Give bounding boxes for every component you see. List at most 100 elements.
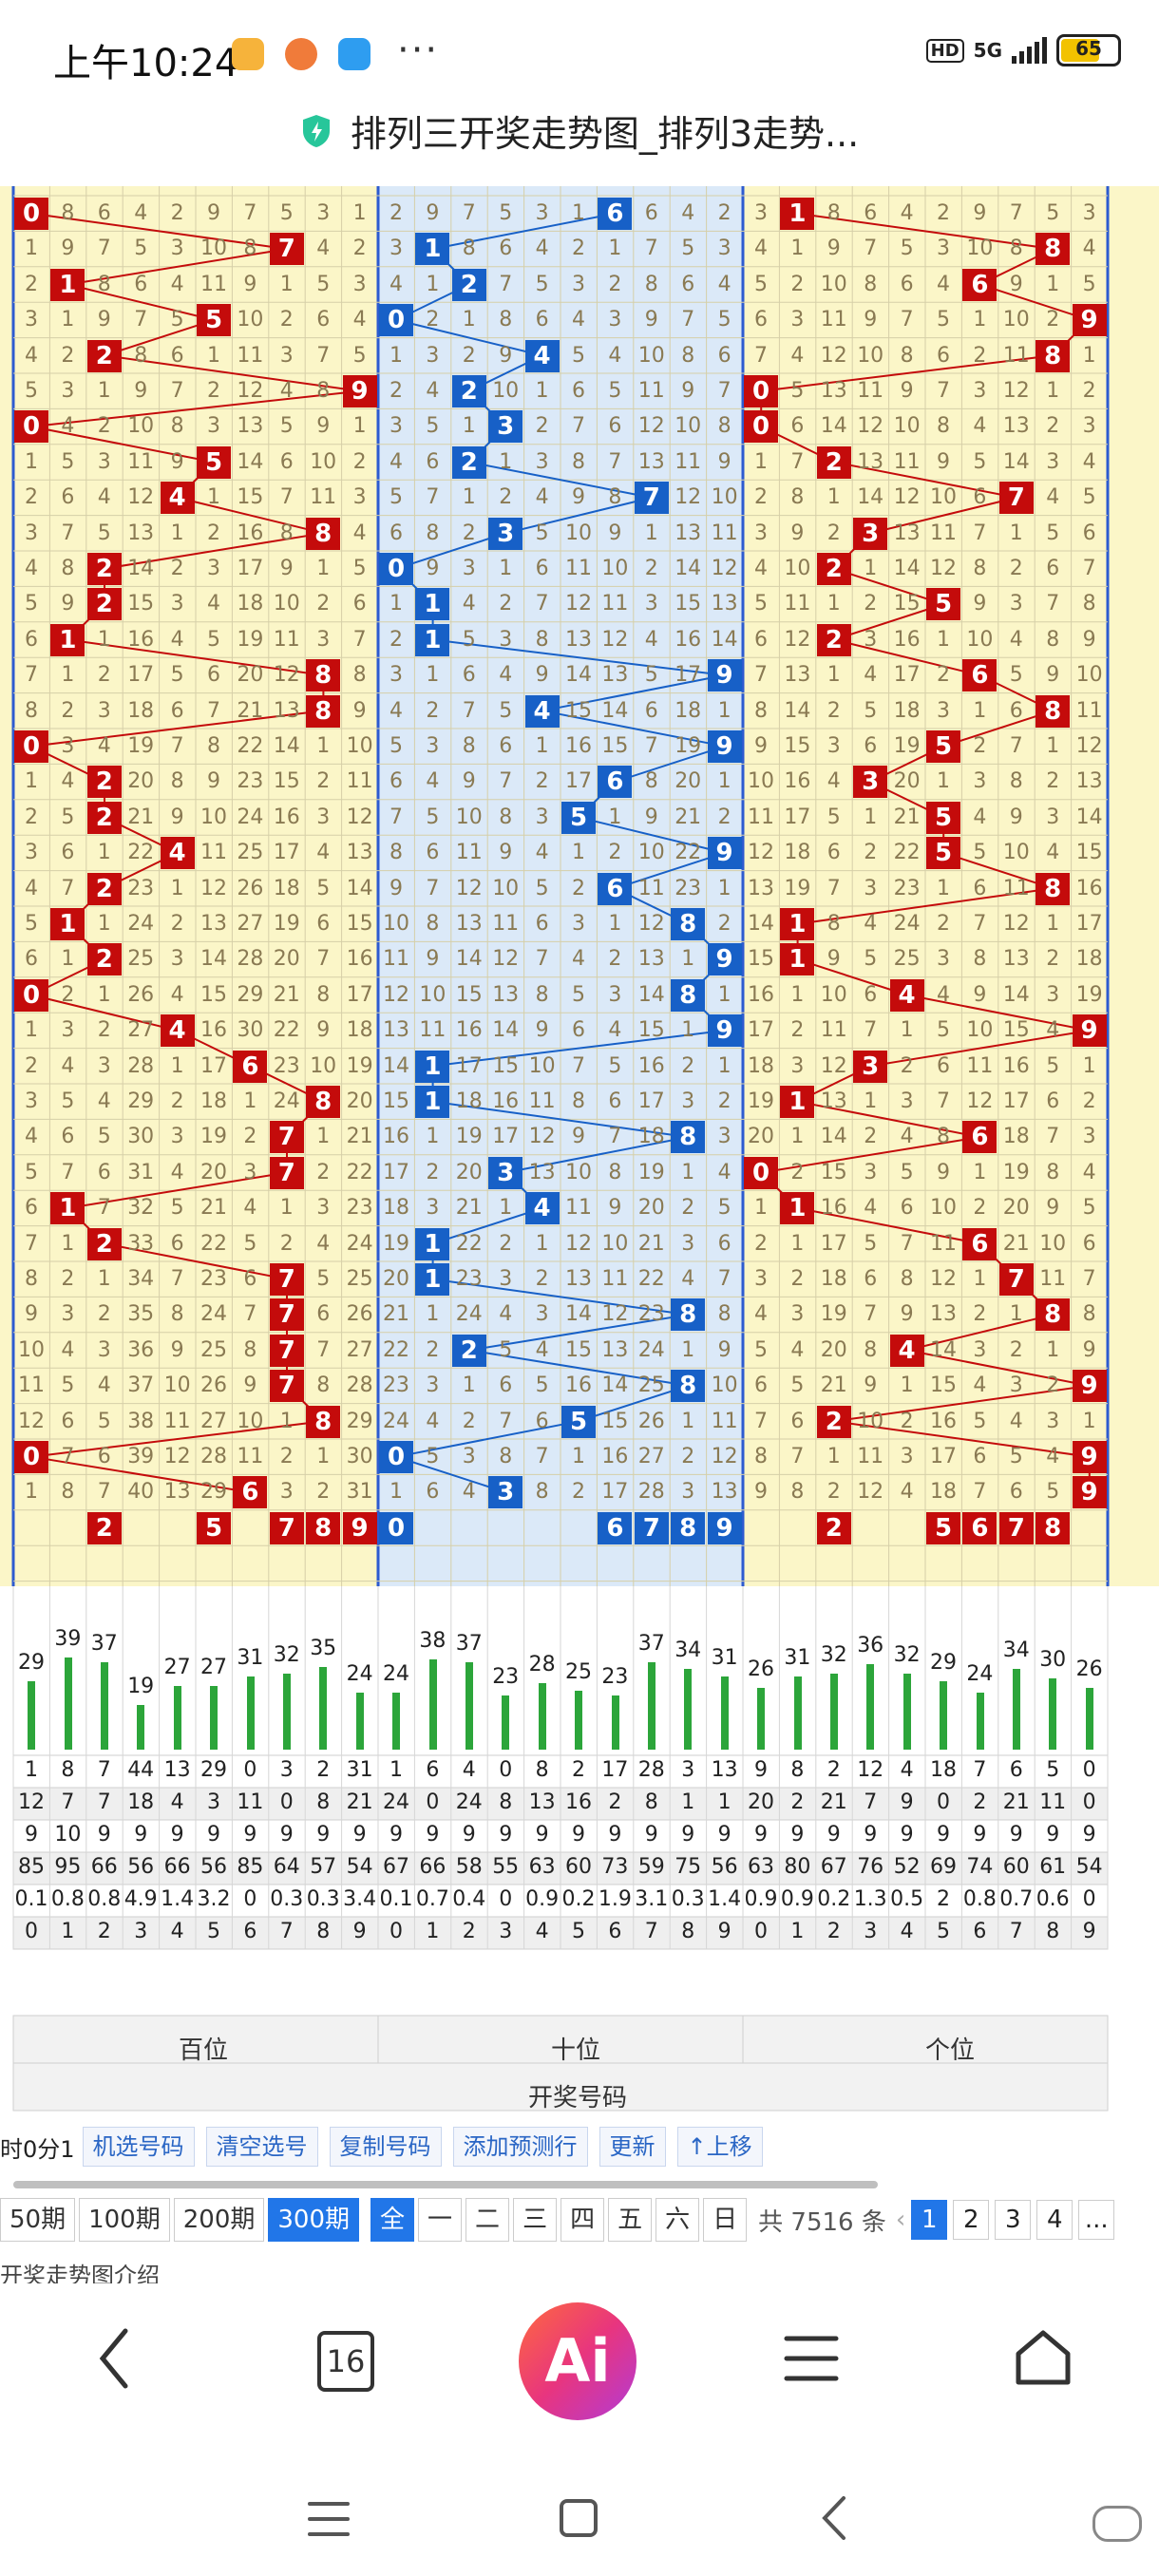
horizontal-scrollbar[interactable]: [13, 2181, 878, 2188]
omission-cell: 17: [1075, 912, 1103, 936]
omission-cell: 4: [1046, 1445, 1060, 1468]
draw-number-marker: 2: [86, 801, 122, 834]
omission-cell: 13: [820, 379, 847, 403]
stat-cell: 5: [937, 1920, 950, 1943]
omission-cell: 1: [717, 698, 732, 723]
stat-cell: 75: [674, 1855, 702, 1879]
menu-icon[interactable]: [783, 2333, 840, 2384]
recent-apps-icon[interactable]: [306, 2498, 352, 2540]
omission-cell: 5: [243, 1231, 257, 1256]
prediction-marker[interactable]: 9: [707, 1511, 742, 1544]
omission-cell: 3: [864, 627, 878, 652]
omission-cell: 5: [608, 1053, 622, 1078]
omission-cell: 16: [601, 1445, 629, 1468]
day-sat[interactable]: 六: [656, 2198, 700, 2242]
add-forecast-row-button[interactable]: 添加预测行: [452, 2127, 588, 2167]
omission-cell: 1: [61, 308, 75, 332]
omission-cell: 8: [900, 1267, 914, 1291]
stat-cell: 0: [25, 1920, 38, 1943]
day-fri[interactable]: 五: [608, 2198, 653, 2242]
period-300[interactable]: 300期: [268, 2198, 360, 2242]
omission-cell: 15: [273, 769, 300, 794]
draw-number-marker: 1: [780, 1086, 815, 1118]
page-4[interactable]: 4: [1036, 2200, 1074, 2240]
stat-cell: 0.3: [270, 1887, 304, 1911]
day-wed[interactable]: 三: [513, 2198, 558, 2242]
prediction-marker[interactable]: 9: [342, 1511, 377, 1544]
prediction-marker[interactable]: 7: [634, 1511, 669, 1544]
tabs-button[interactable]: 16: [317, 2331, 374, 2392]
prediction-marker[interactable]: 6: [962, 1511, 998, 1544]
move-up-button[interactable]: ↑上移: [676, 2127, 763, 2167]
omission-cell: 7: [207, 698, 220, 723]
omission-cell: 14: [565, 1302, 592, 1327]
prediction-marker[interactable]: 5: [926, 1511, 960, 1544]
page-3[interactable]: 3: [995, 2200, 1032, 2240]
omission-cell: 8: [499, 805, 513, 829]
prediction-marker[interactable]: 7: [998, 1511, 1034, 1544]
back-icon[interactable]: [91, 2325, 139, 2392]
prediction-marker[interactable]: 7: [269, 1511, 304, 1544]
frequency-bar: [173, 1685, 181, 1750]
prediction-marker[interactable]: 2: [86, 1511, 122, 1544]
stat-cell: 61: [1039, 1855, 1067, 1879]
omission-cell: 15: [930, 1373, 957, 1398]
update-button[interactable]: 更新: [598, 2127, 666, 2167]
prev-page-icon[interactable]: ‹: [895, 2206, 906, 2234]
address-bar[interactable]: 排列三开奖走势图_排列3走势...: [0, 104, 1159, 184]
prediction-marker[interactable]: 0: [379, 1511, 413, 1544]
omission-cell: 18: [820, 1267, 847, 1291]
omission-cell: 6: [864, 1267, 878, 1291]
page-1[interactable]: 1: [911, 2200, 948, 2240]
omission-cell: 6: [826, 841, 841, 865]
copy-number-button[interactable]: 复制号码: [329, 2127, 442, 2167]
omission-cell: 11: [857, 379, 884, 403]
period-200[interactable]: 200期: [173, 2198, 265, 2242]
day-tue[interactable]: 二: [466, 2198, 510, 2242]
day-sun[interactable]: 日: [703, 2198, 748, 2242]
omission-cell: 1: [462, 1373, 476, 1398]
prediction-marker[interactable]: 5: [197, 1511, 231, 1544]
prediction-marker[interactable]: 8: [1036, 1511, 1071, 1544]
draw-number-marker: 2: [86, 588, 122, 621]
omission-cell: 11: [711, 521, 738, 545]
omission-cell: 7: [826, 876, 841, 900]
omission-cell: 2: [97, 1018, 111, 1043]
omission-cell: 23: [674, 876, 702, 900]
prediction-marker[interactable]: 2: [816, 1511, 851, 1544]
omission-cell: 1: [900, 1018, 914, 1043]
feedback-icon[interactable]: [1092, 2506, 1142, 2542]
random-pick-button[interactable]: 机选号码: [82, 2127, 195, 2167]
page-more[interactable]: ...: [1078, 2200, 1115, 2240]
prediction-marker[interactable]: 8: [306, 1511, 341, 1544]
stat-cell: 9: [426, 1823, 440, 1847]
omission-cell: 7: [97, 1480, 111, 1505]
period-50[interactable]: 50期: [0, 2198, 76, 2242]
omission-cell: 20: [200, 1160, 227, 1184]
omission-cell: 3: [937, 698, 950, 723]
omission-cell: 2: [1046, 769, 1060, 794]
frequency-label: 32: [273, 1643, 300, 1667]
omission-cell: 18: [637, 1125, 665, 1149]
omission-cell: 12: [492, 947, 520, 972]
system-back-icon[interactable]: [815, 2494, 853, 2542]
period-100[interactable]: 100期: [79, 2198, 170, 2242]
prediction-marker[interactable]: 6: [598, 1511, 633, 1544]
omission-cell: 1: [826, 1445, 841, 1468]
omission-cell: 11: [893, 449, 921, 474]
stat-cell: 0.6: [1036, 1887, 1070, 1911]
omission-cell: 5: [1082, 485, 1096, 510]
day-thu[interactable]: 四: [560, 2198, 605, 2242]
omission-cell: 7: [572, 414, 585, 439]
home-icon[interactable]: [1013, 2327, 1074, 2388]
page-2[interactable]: 2: [953, 2200, 990, 2240]
stat-cell: 28: [637, 1758, 665, 1782]
omission-cell: 9: [681, 379, 695, 403]
ai-assistant-button[interactable]: Ai: [519, 2302, 636, 2420]
omission-cell: 1: [790, 982, 805, 1007]
prediction-marker[interactable]: 8: [671, 1511, 706, 1544]
clear-selection-button[interactable]: 清空选号: [205, 2127, 318, 2167]
day-mon[interactable]: 一: [418, 2198, 463, 2242]
system-home-icon[interactable]: [557, 2496, 600, 2540]
day-all[interactable]: 全: [370, 2198, 415, 2242]
